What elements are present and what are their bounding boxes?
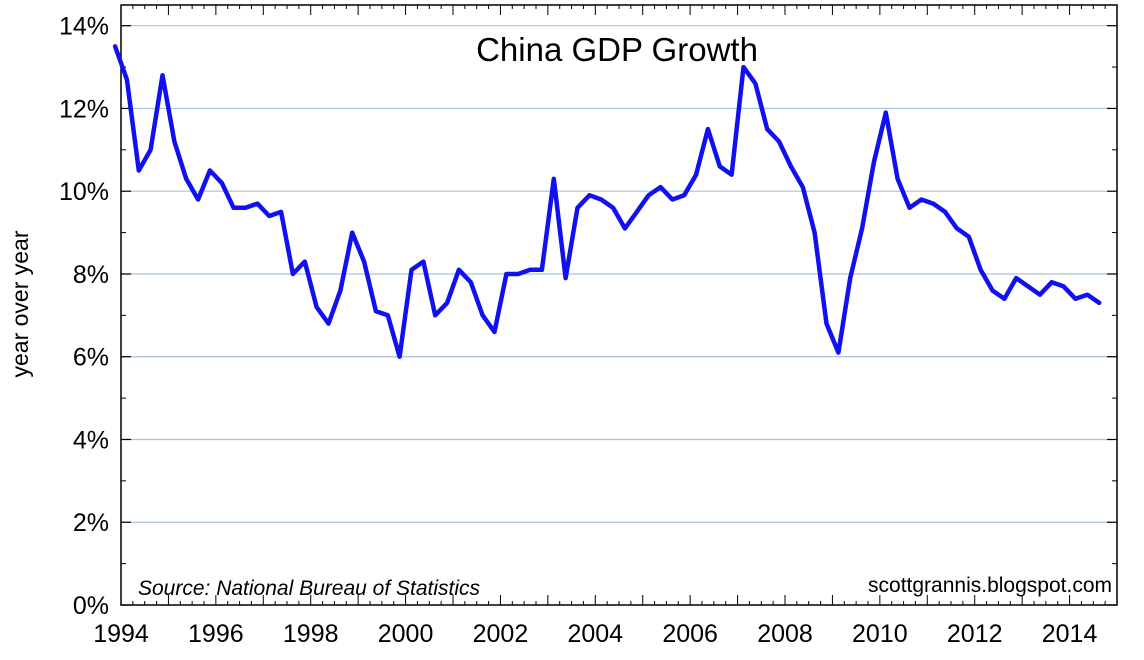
plot-frame — [120, 4, 1118, 606]
y-tick-label: 4% — [73, 426, 109, 454]
x-tick-label: 2014 — [1042, 620, 1098, 648]
credit-note: scottgrannis.blogspot.com — [868, 574, 1112, 597]
gridlines — [121, 25, 1117, 523]
y-axis-label: year over year — [7, 230, 33, 377]
y-axis-tick-labels: 0% 2% 4% 6% 8% 10% 12% 14% — [59, 13, 109, 620]
y-tick-label: 12% — [59, 95, 109, 123]
x-tick-label: 1994 — [93, 620, 149, 648]
source-note: Source: National Bureau of Statistics — [138, 577, 481, 600]
x-tick-label: 2004 — [567, 620, 623, 648]
x-tick-label: 1998 — [283, 620, 339, 648]
y-tick-label: 14% — [59, 13, 109, 41]
x-tick-label: 2008 — [757, 620, 813, 648]
axis-ticks — [120, 5, 1118, 606]
x-tick-label: 2010 — [852, 620, 908, 648]
x-tick-label: 2012 — [947, 620, 1003, 648]
y-tick-label: 6% — [73, 344, 109, 372]
x-tick-label: 2000 — [378, 620, 434, 648]
y-tick-label: 8% — [73, 261, 109, 289]
x-tick-label: 1996 — [188, 620, 244, 648]
x-tick-label: 2002 — [473, 620, 529, 648]
x-axis-tick-labels: 1994 1996 1998 2000 2002 2004 2006 2008 2010 2012… — [93, 620, 1097, 648]
series-layer — [112, 44, 1102, 359]
chart-title: China GDP Growth — [476, 31, 758, 68]
x-tick-label: 2006 — [662, 620, 718, 648]
y-tick-label: 10% — [59, 178, 109, 206]
y-tick-label: 0% — [73, 592, 109, 620]
y-tick-label: 2% — [73, 509, 109, 537]
series-line — [112, 44, 1102, 359]
